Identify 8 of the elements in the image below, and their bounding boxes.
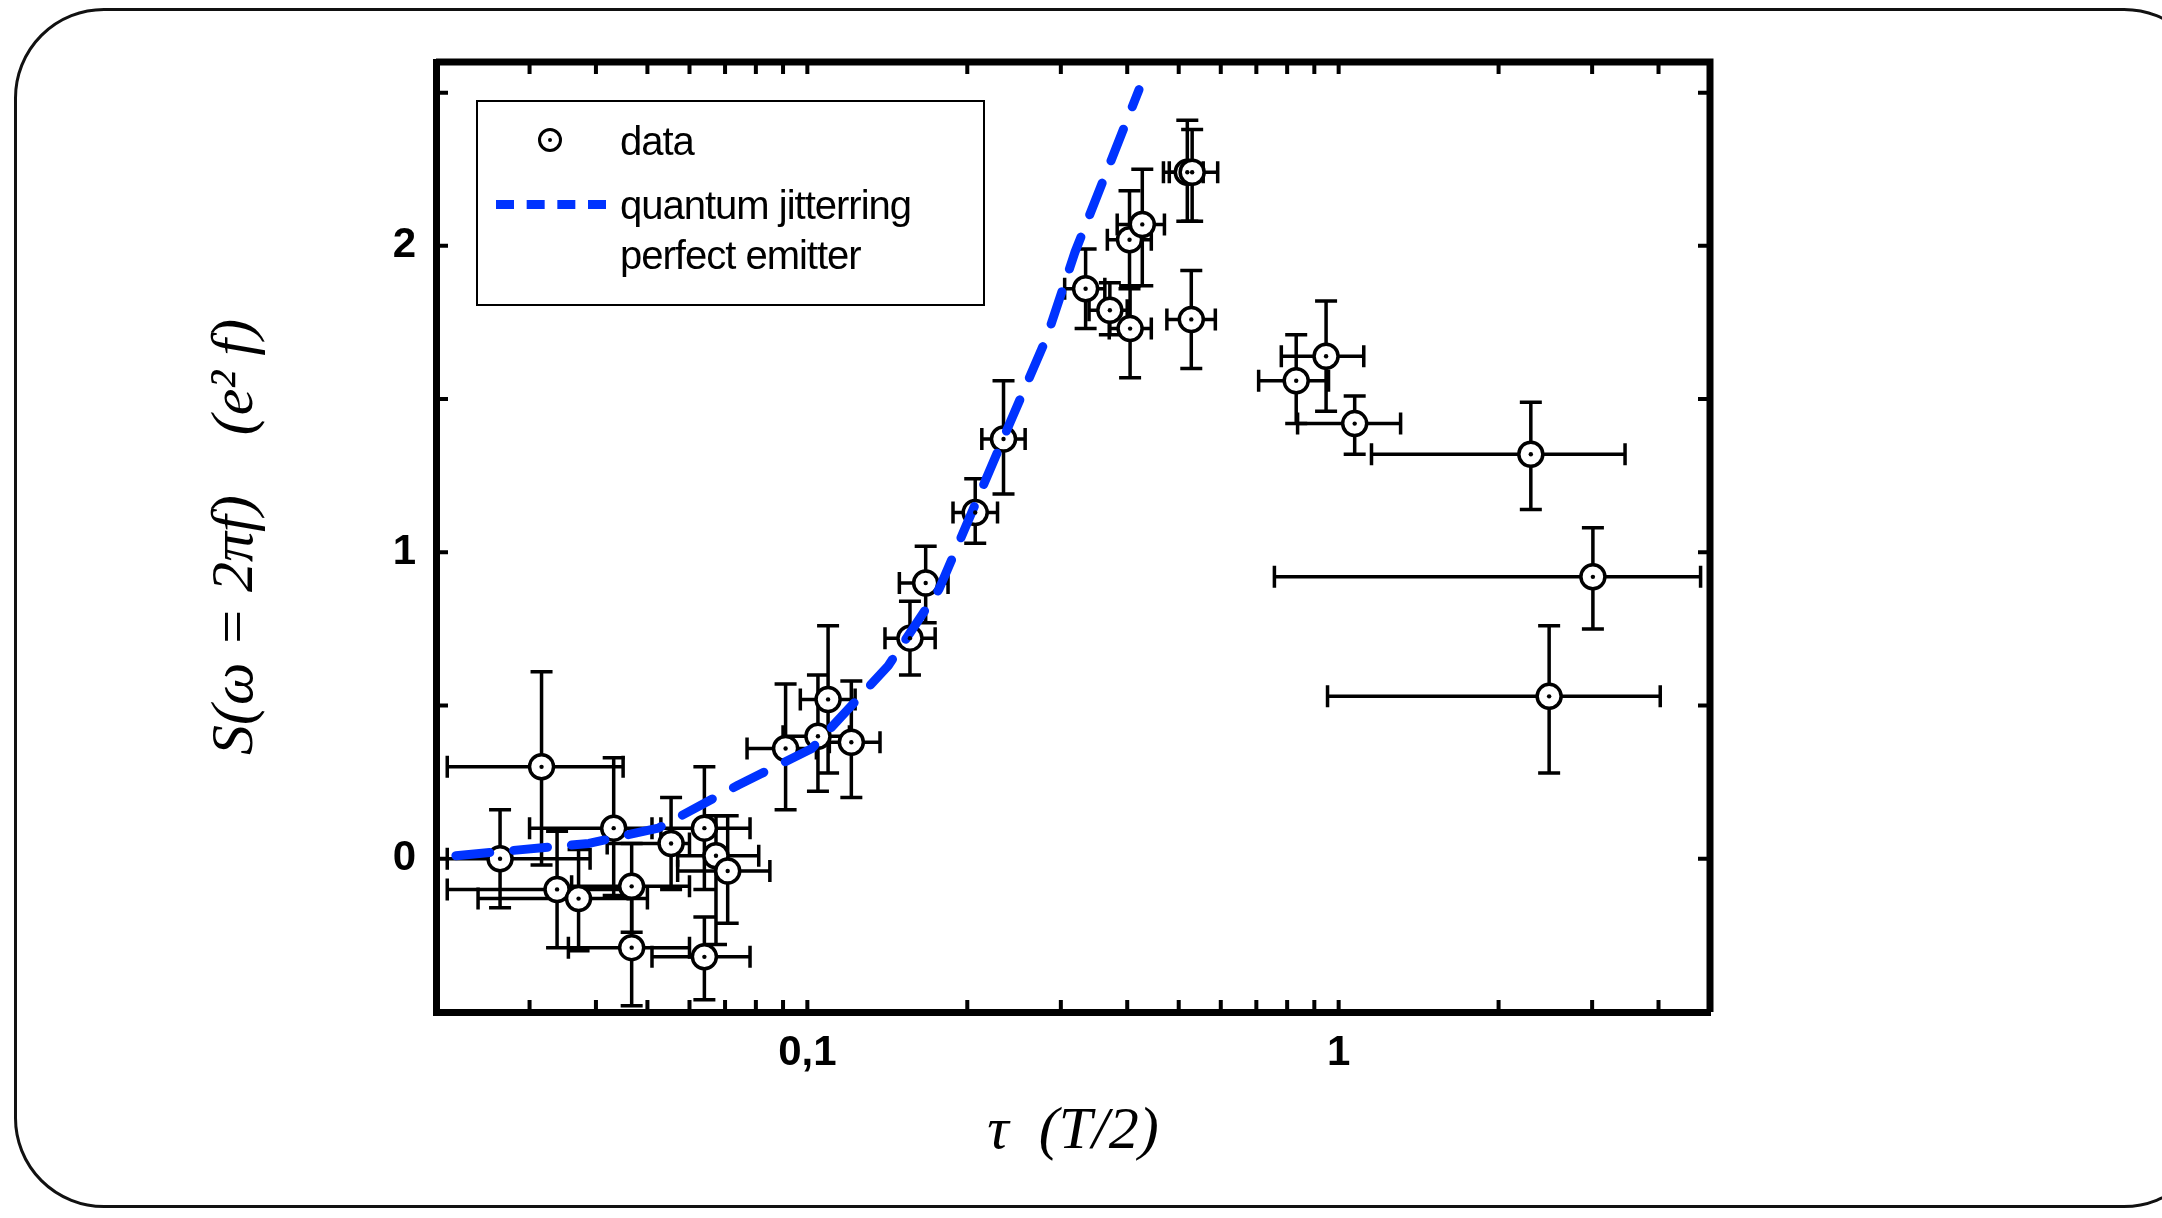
y-tick-label: 0 — [392, 832, 416, 880]
x-tick-label: 0,1 — [778, 1026, 837, 1074]
y-tick-label: 2 — [392, 219, 416, 267]
legend-label: quantum jitterring perfect emitter — [620, 182, 913, 279]
x-axis-title: τ (T/2) — [987, 1094, 1159, 1161]
y-tick-label: 1 — [392, 525, 416, 573]
legend-label: data — [620, 118, 696, 165]
y-axis-title: S(ω = 2πf) (e² f) — [198, 319, 265, 755]
